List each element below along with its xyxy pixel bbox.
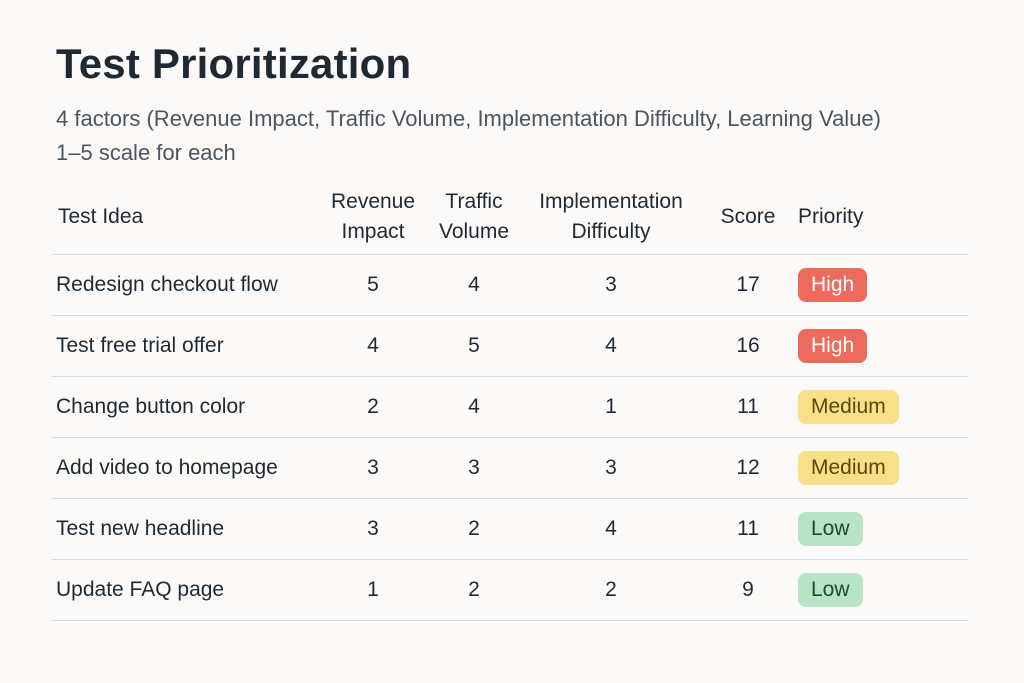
- cell-priority: High: [790, 315, 968, 377]
- cell-traffic-volume: 2: [432, 559, 516, 621]
- cell-score: 11: [706, 376, 790, 438]
- header-test-idea: Test Idea: [52, 180, 314, 255]
- cell-priority: High: [790, 254, 968, 316]
- cell-implementation-difficulty: 3: [516, 437, 706, 499]
- page-title: Test Prioritization: [56, 40, 412, 87]
- cell-implementation-difficulty: 3: [516, 254, 706, 316]
- cell-test-idea: Test new headline: [52, 498, 314, 560]
- header-row: Test Idea Revenue Impact Traffic Volume …: [52, 180, 968, 255]
- header-priority: Priority: [790, 180, 968, 255]
- cell-revenue-impact: 1: [314, 559, 432, 621]
- header-traffic-volume-line1: Traffic: [445, 190, 503, 213]
- cell-traffic-volume: 4: [432, 376, 516, 438]
- cell-traffic-volume: 2: [432, 498, 516, 560]
- prioritization-table-container: Test Idea Revenue Impact Traffic Volume …: [52, 180, 968, 621]
- cell-score: 16: [706, 315, 790, 377]
- priority-badge-low: Low: [798, 573, 863, 607]
- header-implementation-difficulty-line2: Difficulty: [571, 220, 651, 243]
- header-implementation-difficulty-line1: Implementation: [539, 190, 683, 213]
- cell-score: 9: [706, 559, 790, 621]
- cell-implementation-difficulty: 4: [516, 315, 706, 377]
- header-revenue-impact-line1: Revenue: [330, 190, 416, 213]
- table-row: Test new headline 3 2 4 11 Low: [52, 498, 968, 560]
- cell-implementation-difficulty: 4: [516, 498, 706, 560]
- cell-priority: Medium: [790, 437, 968, 499]
- cell-revenue-impact: 2: [314, 376, 432, 438]
- cell-revenue-impact: 3: [314, 437, 432, 499]
- cell-revenue-impact: 3: [314, 498, 432, 560]
- priority-badge-high: High: [798, 268, 868, 302]
- cell-test-idea: Test free trial offer: [52, 315, 314, 377]
- table-body: Redesign checkout flow 5 4 3 17 High Tes…: [52, 254, 968, 621]
- cell-test-idea: Update FAQ page: [52, 559, 314, 621]
- header-traffic-volume: Traffic Volume: [432, 180, 516, 255]
- table-row: Redesign checkout flow 5 4 3 17 High: [52, 254, 968, 316]
- cell-implementation-difficulty: 2: [516, 559, 706, 621]
- subtitle-scale: 1–5 scale for each: [56, 140, 236, 165]
- subtitle-factors: 4 factors (Revenue Impact, Traffic Volum…: [56, 106, 881, 131]
- priority-badge-low: Low: [798, 512, 863, 546]
- cell-test-idea: Redesign checkout flow: [52, 254, 314, 316]
- priority-badge-medium: Medium: [798, 390, 899, 424]
- cell-priority: Medium: [790, 376, 968, 438]
- header-score: Score: [706, 180, 790, 255]
- cell-score: 17: [706, 254, 790, 316]
- cell-traffic-volume: 5: [432, 315, 516, 377]
- header-revenue-impact-line2: Impact: [341, 220, 405, 243]
- cell-test-idea: Change button color: [52, 376, 314, 438]
- prioritization-table: Test Idea Revenue Impact Traffic Volume …: [52, 180, 968, 621]
- table-row: Update FAQ page 1 2 2 9 Low: [52, 559, 968, 621]
- cell-revenue-impact: 4: [314, 315, 432, 377]
- cell-score: 11: [706, 498, 790, 560]
- priority-badge-medium: Medium: [798, 451, 899, 485]
- cell-revenue-impact: 5: [314, 254, 432, 316]
- cell-traffic-volume: 4: [432, 254, 516, 316]
- cell-priority: Low: [790, 498, 968, 560]
- cell-traffic-volume: 3: [432, 437, 516, 499]
- header-traffic-volume-line2: Volume: [438, 220, 510, 243]
- cell-priority: Low: [790, 559, 968, 621]
- table-row: Add video to homepage 3 3 3 12 Medium: [52, 437, 968, 499]
- table-row: Test free trial offer 4 5 4 16 High: [52, 315, 968, 377]
- header-implementation-difficulty: Implementation Difficulty: [516, 180, 706, 255]
- table-header: Test Idea Revenue Impact Traffic Volume …: [52, 180, 968, 255]
- table-row: Change button color 2 4 1 11 Medium: [52, 376, 968, 438]
- priority-badge-high: High: [798, 329, 868, 363]
- header-revenue-impact: Revenue Impact: [314, 180, 432, 255]
- cell-test-idea: Add video to homepage: [52, 437, 314, 499]
- cell-implementation-difficulty: 1: [516, 376, 706, 438]
- cell-score: 12: [706, 437, 790, 499]
